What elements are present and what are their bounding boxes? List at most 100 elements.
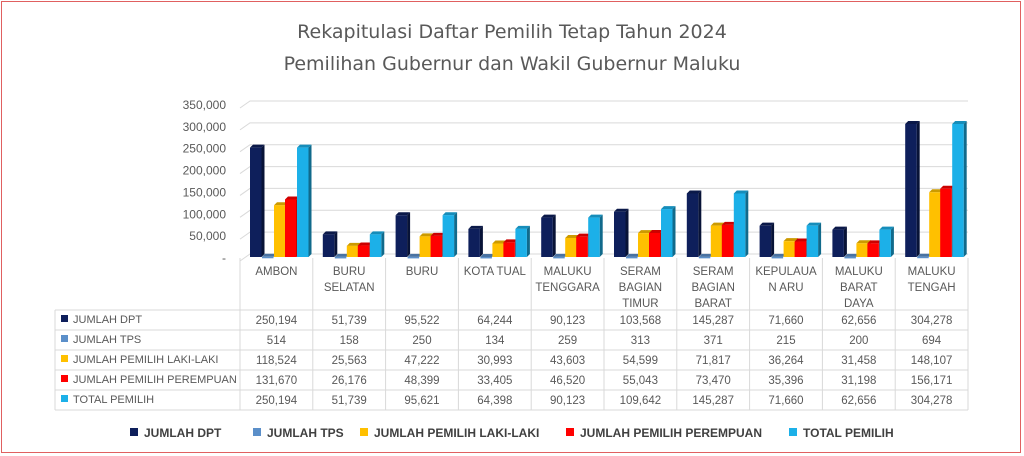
bar-jumlah-dpt: [832, 229, 844, 257]
bar-jumlah-dpt: [395, 215, 408, 257]
legend-swatch: [130, 428, 138, 436]
table-cell: 694: [922, 335, 942, 347]
bar-top: [322, 231, 338, 235]
gridline: [239, 187, 968, 196]
bar-jumlah-pemilih-perempuan: [940, 188, 952, 257]
category-label: SERAM: [693, 266, 734, 278]
table-cell: 51,739: [332, 395, 367, 407]
legend-key: [61, 335, 68, 342]
bar-side: [599, 214, 603, 257]
table-cell: 250: [412, 335, 431, 347]
legend-label: JUMLAH PEMILIH PEREMPUAN: [580, 426, 762, 440]
bar-top: [879, 226, 894, 230]
category-label: TENGGARA: [535, 282, 600, 294]
bar-jumlah-dpt: [468, 228, 480, 257]
bar-jumlah-dpt: [905, 123, 917, 257]
legend-label: JUMLAH TPS: [267, 426, 344, 440]
bar-jumlah-pemilih-laki-laki: [710, 225, 723, 257]
table-cell: 35,396: [768, 375, 803, 387]
category-label: KEPULAUA: [755, 266, 817, 278]
y-tick-label: -: [222, 251, 226, 265]
table-cell: 64,398: [477, 395, 512, 407]
bar-jumlah-tps: [698, 256, 711, 259]
category-label: MALUKU: [544, 266, 592, 278]
category-label: KOTA TUAL: [464, 266, 527, 278]
bar-jumlah-pemilih-perempuan: [794, 241, 807, 257]
bar-jumlah-pemilih-laki-laki: [856, 243, 868, 257]
table-cell: 64,244: [477, 315, 513, 327]
y-tick-label: 300,000: [183, 120, 227, 134]
category-label: SELATAN: [324, 282, 375, 294]
table-cell: 51,739: [332, 315, 367, 327]
bar-top: [430, 232, 446, 236]
table-cell: 148,107: [911, 355, 953, 367]
table-cell: 109,642: [620, 395, 662, 407]
category-label: MALUKU: [908, 266, 956, 278]
bar-side: [843, 226, 847, 257]
gridline: [239, 144, 968, 153]
bar-top: [250, 144, 265, 148]
bar-side: [407, 212, 411, 257]
category-label: N ARU: [768, 282, 803, 294]
bar-top: [468, 225, 483, 229]
bar-jumlah-tps: [553, 256, 565, 259]
bar-top: [806, 222, 822, 226]
bar-jumlah-dpt: [250, 147, 262, 257]
bar-top: [710, 222, 726, 226]
table-cell: 514: [267, 335, 287, 347]
chart-title-line: Pemilihan Gubernur dan Wakil Gubernur Ma…: [284, 53, 741, 75]
bar-total-pemilih: [297, 147, 309, 257]
bar-side: [625, 208, 629, 257]
bar-top: [419, 233, 435, 237]
bar-top: [832, 226, 847, 230]
bar-total-pemilih: [879, 229, 891, 257]
table-cell: 259: [558, 335, 577, 347]
bar-top: [492, 240, 507, 244]
table-cell: 200: [849, 335, 868, 347]
bar-top: [297, 144, 312, 148]
bar-jumlah-pemilih-laki-laki: [638, 233, 650, 257]
bar-top: [346, 242, 362, 246]
gridline: [239, 209, 968, 218]
bar-jumlah-pemilih-laki-laki: [492, 243, 504, 257]
category-label: TIMUR: [622, 298, 658, 310]
table-cell: 71,817: [696, 355, 731, 367]
bar-jumlah-tps: [771, 256, 784, 259]
table-cell: 26,176: [332, 375, 367, 387]
row-label: TOTAL PEMILIH: [73, 394, 154, 406]
table-cell: 31,458: [841, 355, 876, 367]
row-label: JUMLAH TPS: [73, 334, 141, 346]
table-cell: 46,520: [550, 375, 585, 387]
y-tick-label: 350,000: [183, 98, 227, 112]
bar-jumlah-dpt: [614, 211, 626, 257]
bar-side: [261, 144, 265, 257]
bar-top: [759, 222, 775, 226]
legend-swatch: [253, 428, 261, 436]
bar-top: [929, 189, 944, 193]
chart-title-line: Rekapitulasi Daftar Pemilih Tetap Tahun …: [297, 21, 727, 43]
table-cell: 33,405: [477, 375, 512, 387]
bar-jumlah-pemilih-perempuan: [503, 242, 515, 257]
bar-top: [867, 240, 882, 244]
y-tick-label: 250,000: [183, 142, 227, 156]
table-cell: 62,656: [841, 395, 876, 407]
bar-top: [649, 229, 664, 233]
bar-total-pemilih: [588, 217, 600, 257]
bar-top: [576, 233, 591, 237]
category-label: BARAT: [694, 298, 732, 310]
bar-top: [733, 190, 749, 194]
table-cell: 250,194: [256, 315, 298, 327]
bar-top: [952, 120, 967, 124]
bar-jumlah-pemilih-laki-laki: [346, 245, 359, 257]
bar-top: [661, 206, 676, 210]
row-label: JUMLAH PEMILIH LAKI-LAKI: [73, 354, 219, 366]
bar-side: [454, 212, 458, 257]
bar-top: [698, 253, 714, 257]
bar-top: [407, 253, 423, 257]
table-cell: 118,524: [256, 355, 297, 367]
table-cell: 90,123: [550, 395, 585, 407]
bar-jumlah-pemilih-perempuan: [649, 232, 661, 257]
bar-side: [479, 225, 483, 257]
bar-top: [905, 120, 920, 124]
